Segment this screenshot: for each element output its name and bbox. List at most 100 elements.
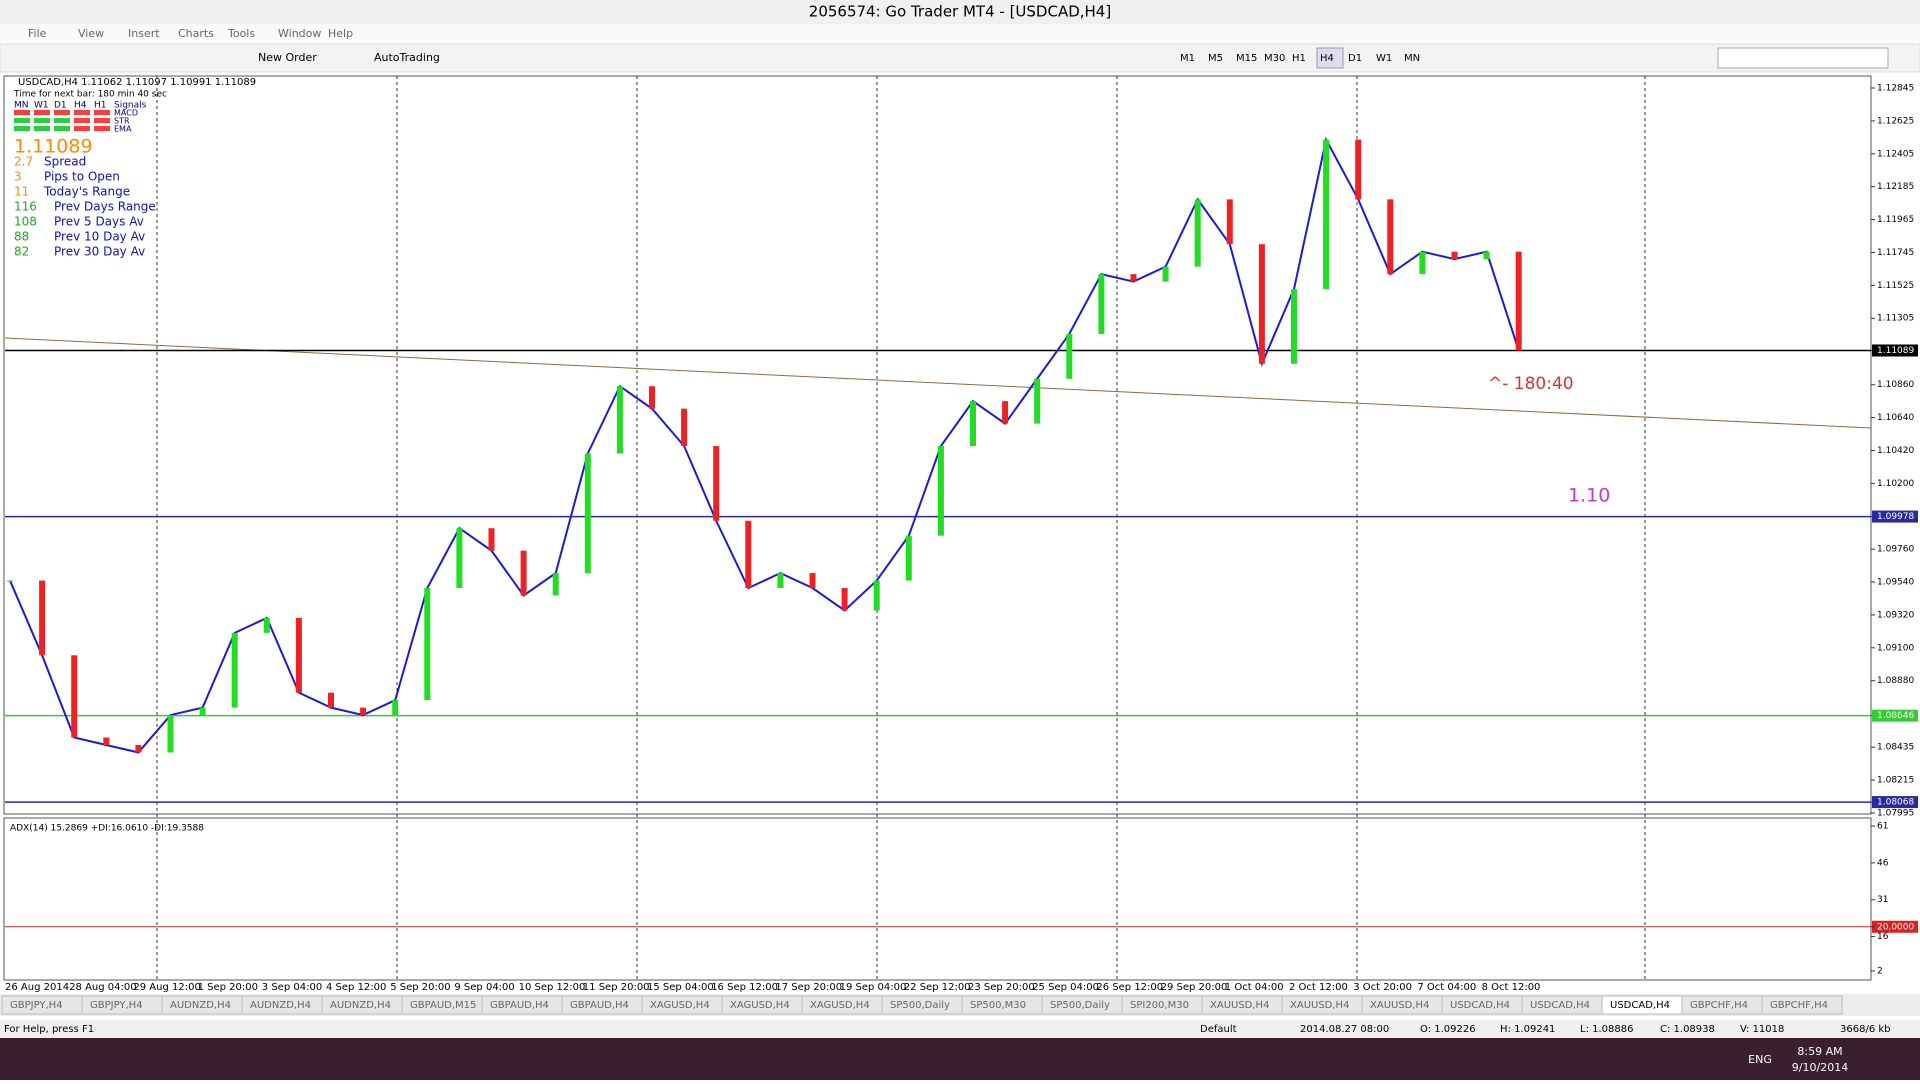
candle	[841, 588, 848, 611]
time-label: 8 Oct 12:00	[1482, 982, 1541, 993]
timeframe-button[interactable]: M1	[1180, 53, 1195, 64]
time-label: 11 Sep 20:00	[583, 982, 650, 993]
candle	[39, 580, 46, 656]
signal-name: MACD	[114, 109, 138, 118]
tab-label: GBPJPY,H4	[90, 1000, 143, 1011]
time-label: 2 Oct 12:00	[1289, 982, 1348, 993]
candle	[424, 588, 431, 701]
period-separators	[156, 76, 1646, 980]
signal-cell	[14, 110, 30, 115]
signal-cell	[94, 126, 110, 131]
timeframe-button[interactable]: H4	[1320, 53, 1334, 64]
candle	[295, 617, 302, 693]
price-label: 1.10860	[1877, 380, 1914, 390]
new-order-button[interactable]	[236, 48, 320, 68]
stat-value: 88	[14, 230, 29, 244]
candle	[584, 453, 591, 574]
menu-item[interactable]: View	[78, 27, 104, 40]
menu-item[interactable]: Window	[278, 27, 321, 40]
time-label: 4 Sep 12:00	[326, 982, 386, 993]
time-label: 10 Sep 12:00	[519, 982, 586, 993]
menu-item[interactable]: Help	[328, 27, 353, 40]
candle	[263, 617, 270, 633]
price-line	[9, 136, 1520, 754]
bar-timer: Time for next bar: 180 min 40 sec	[13, 90, 167, 100]
time-label: 3 Oct 20:00	[1353, 982, 1412, 993]
search-box[interactable]	[1717, 47, 1889, 69]
candle	[713, 446, 720, 521]
time-label: 3 Sep 04:00	[262, 982, 322, 993]
price-label: 1.10420	[1877, 446, 1914, 456]
timeframe-button[interactable]: MN	[1404, 53, 1420, 64]
signal-cell	[34, 110, 50, 115]
status-bar	[0, 1020, 1920, 1038]
price-label: 1.10640	[1877, 413, 1914, 423]
candle	[970, 401, 976, 447]
time-label: 22 Sep 12:00	[904, 982, 971, 993]
signal-header: Signals	[114, 101, 147, 111]
candle	[873, 580, 880, 611]
time-label: 16 Sep 12:00	[711, 982, 778, 993]
menu-item[interactable]: Charts	[178, 27, 214, 40]
stat-value: 108	[14, 215, 37, 229]
timeframe-button[interactable]: W1	[1376, 53, 1392, 64]
timeframe-button[interactable]: H1	[1292, 53, 1306, 64]
signal-cell	[54, 126, 70, 131]
signal-cell	[74, 126, 90, 131]
signal-header: D1	[54, 101, 67, 111]
candle	[1162, 266, 1169, 282]
tab-label: XAGUSD,H4	[810, 1000, 870, 1011]
menu-item[interactable]: Tools	[227, 27, 255, 40]
price-label: 1.09760	[1877, 545, 1914, 555]
candle	[360, 707, 367, 716]
current-price: 1.11089	[14, 136, 93, 158]
chart-tab[interactable]	[1761, 995, 1843, 1015]
timeframe-button[interactable]: D1	[1348, 53, 1362, 64]
signal-header: W1	[34, 101, 49, 111]
price-label: 1.09320	[1877, 610, 1914, 620]
candle	[392, 700, 399, 716]
clock-date: 9/10/2014	[1792, 1061, 1848, 1074]
adx-panel	[3, 817, 1872, 981]
timeframe-button[interactable]: M5	[1208, 53, 1223, 64]
price-label: 1.08435	[1877, 743, 1914, 753]
menu-item[interactable]: Insert	[128, 27, 160, 40]
signal-cell	[34, 118, 50, 123]
tab-label: XAUUSD,H4	[1210, 1000, 1269, 1011]
timeframe-button[interactable]: M30	[1264, 53, 1285, 64]
candle	[7, 580, 13, 582]
tab-label: XAGUSD,H4	[730, 1000, 790, 1011]
price-label: 1.11089	[1877, 346, 1914, 356]
timeframe-button[interactable]: M15	[1236, 53, 1257, 64]
adx-axis-label: 16	[1877, 932, 1889, 942]
candle	[681, 408, 688, 447]
timer-annotation: ^- 180:40	[1488, 374, 1574, 394]
price-label: 1.07995	[1877, 809, 1914, 819]
candle	[1291, 289, 1297, 364]
tab-label: SPI200,M30	[1130, 1000, 1189, 1011]
status-field: H: 1.09241	[1500, 1024, 1555, 1035]
status-field: L: 1.08886	[1580, 1024, 1633, 1035]
time-label: 29 Aug 12:00	[133, 982, 200, 993]
tab-label: XAUUSD,H4	[1290, 1000, 1349, 1011]
tab-label: SP500,Daily	[1050, 1000, 1110, 1011]
candle	[649, 386, 655, 409]
candle	[1419, 251, 1426, 275]
tab-label: GBPJPY,H4	[10, 1000, 63, 1011]
signal-name: STR	[114, 117, 130, 126]
price-label-box	[1872, 510, 1918, 523]
signal-cell	[14, 118, 30, 123]
candle	[1002, 401, 1009, 424]
tab-label: AUDNZD,H4	[170, 1000, 231, 1011]
price-label-box	[1872, 709, 1918, 722]
signal-cell	[74, 110, 90, 115]
price-label: 1.08068	[1877, 798, 1914, 808]
menu-item[interactable]: File	[28, 27, 47, 40]
price-label: 1.08880	[1877, 676, 1914, 686]
status-field: V: 11018	[1740, 1024, 1784, 1035]
candle	[1226, 199, 1233, 245]
tab-label: GBPCHF,H4	[1770, 1000, 1828, 1011]
new-order-label: New Order	[258, 51, 317, 64]
price-label-box	[1872, 344, 1918, 357]
signal-header: H4	[74, 101, 87, 111]
